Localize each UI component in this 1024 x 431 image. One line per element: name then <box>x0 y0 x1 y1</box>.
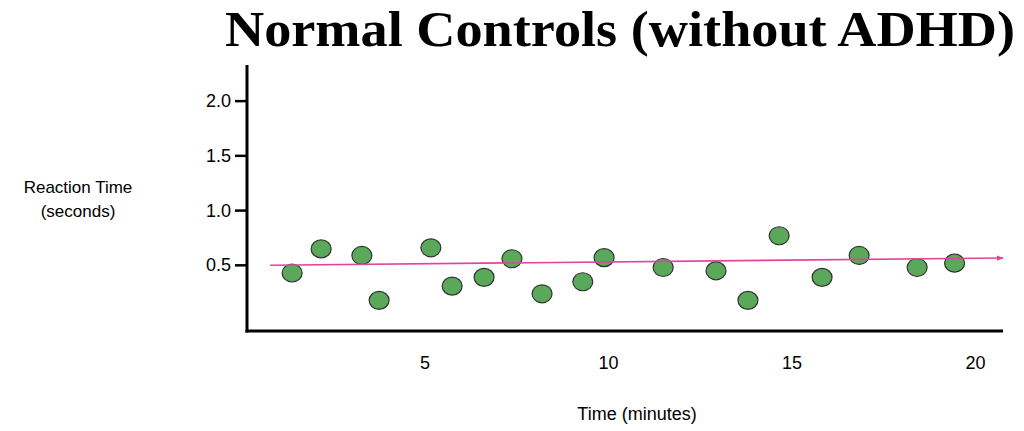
data-point <box>849 246 869 264</box>
data-point <box>474 268 494 286</box>
x-tick-label: 5 <box>420 353 430 373</box>
y-axis <box>246 65 249 333</box>
x-tick-label: 10 <box>598 353 618 373</box>
trend-line <box>270 258 1003 265</box>
x-tick-label: 20 <box>965 353 985 373</box>
data-point <box>812 268 832 286</box>
data-point <box>769 227 789 245</box>
y-axis-label: Reaction Time <box>24 178 133 197</box>
y-tick-label: 2.0 <box>206 91 231 111</box>
data-point <box>532 285 552 303</box>
y-tick <box>235 209 247 212</box>
y-tick <box>235 264 247 267</box>
data-point <box>706 262 726 280</box>
data-point <box>421 239 441 257</box>
y-tick-label: 0.5 <box>206 255 231 275</box>
data-point <box>311 240 331 258</box>
y-axis-label: (seconds) <box>41 202 116 221</box>
data-point <box>573 273 593 291</box>
x-tick-label: 15 <box>782 353 802 373</box>
y-tick-label: 1.0 <box>206 201 231 221</box>
data-point <box>907 259 927 277</box>
chart: Normal Controls (without ADHD) Reaction T… <box>0 0 1024 431</box>
data-point <box>442 277 462 295</box>
y-tick <box>235 155 247 158</box>
data-point <box>352 246 372 264</box>
x-axis <box>246 330 1004 333</box>
data-point <box>282 264 302 282</box>
title: Normal Controls (without ADHD) <box>225 1 1015 57</box>
background <box>0 0 1024 431</box>
x-axis-label: Time (minutes) <box>577 404 696 424</box>
data-point <box>369 291 389 309</box>
data-point <box>945 254 965 272</box>
y-tick-label: 1.5 <box>206 146 231 166</box>
data-point <box>738 291 758 309</box>
data-point <box>594 249 614 267</box>
y-tick <box>235 100 247 103</box>
plot-area <box>282 227 964 310</box>
data-point <box>502 250 522 268</box>
